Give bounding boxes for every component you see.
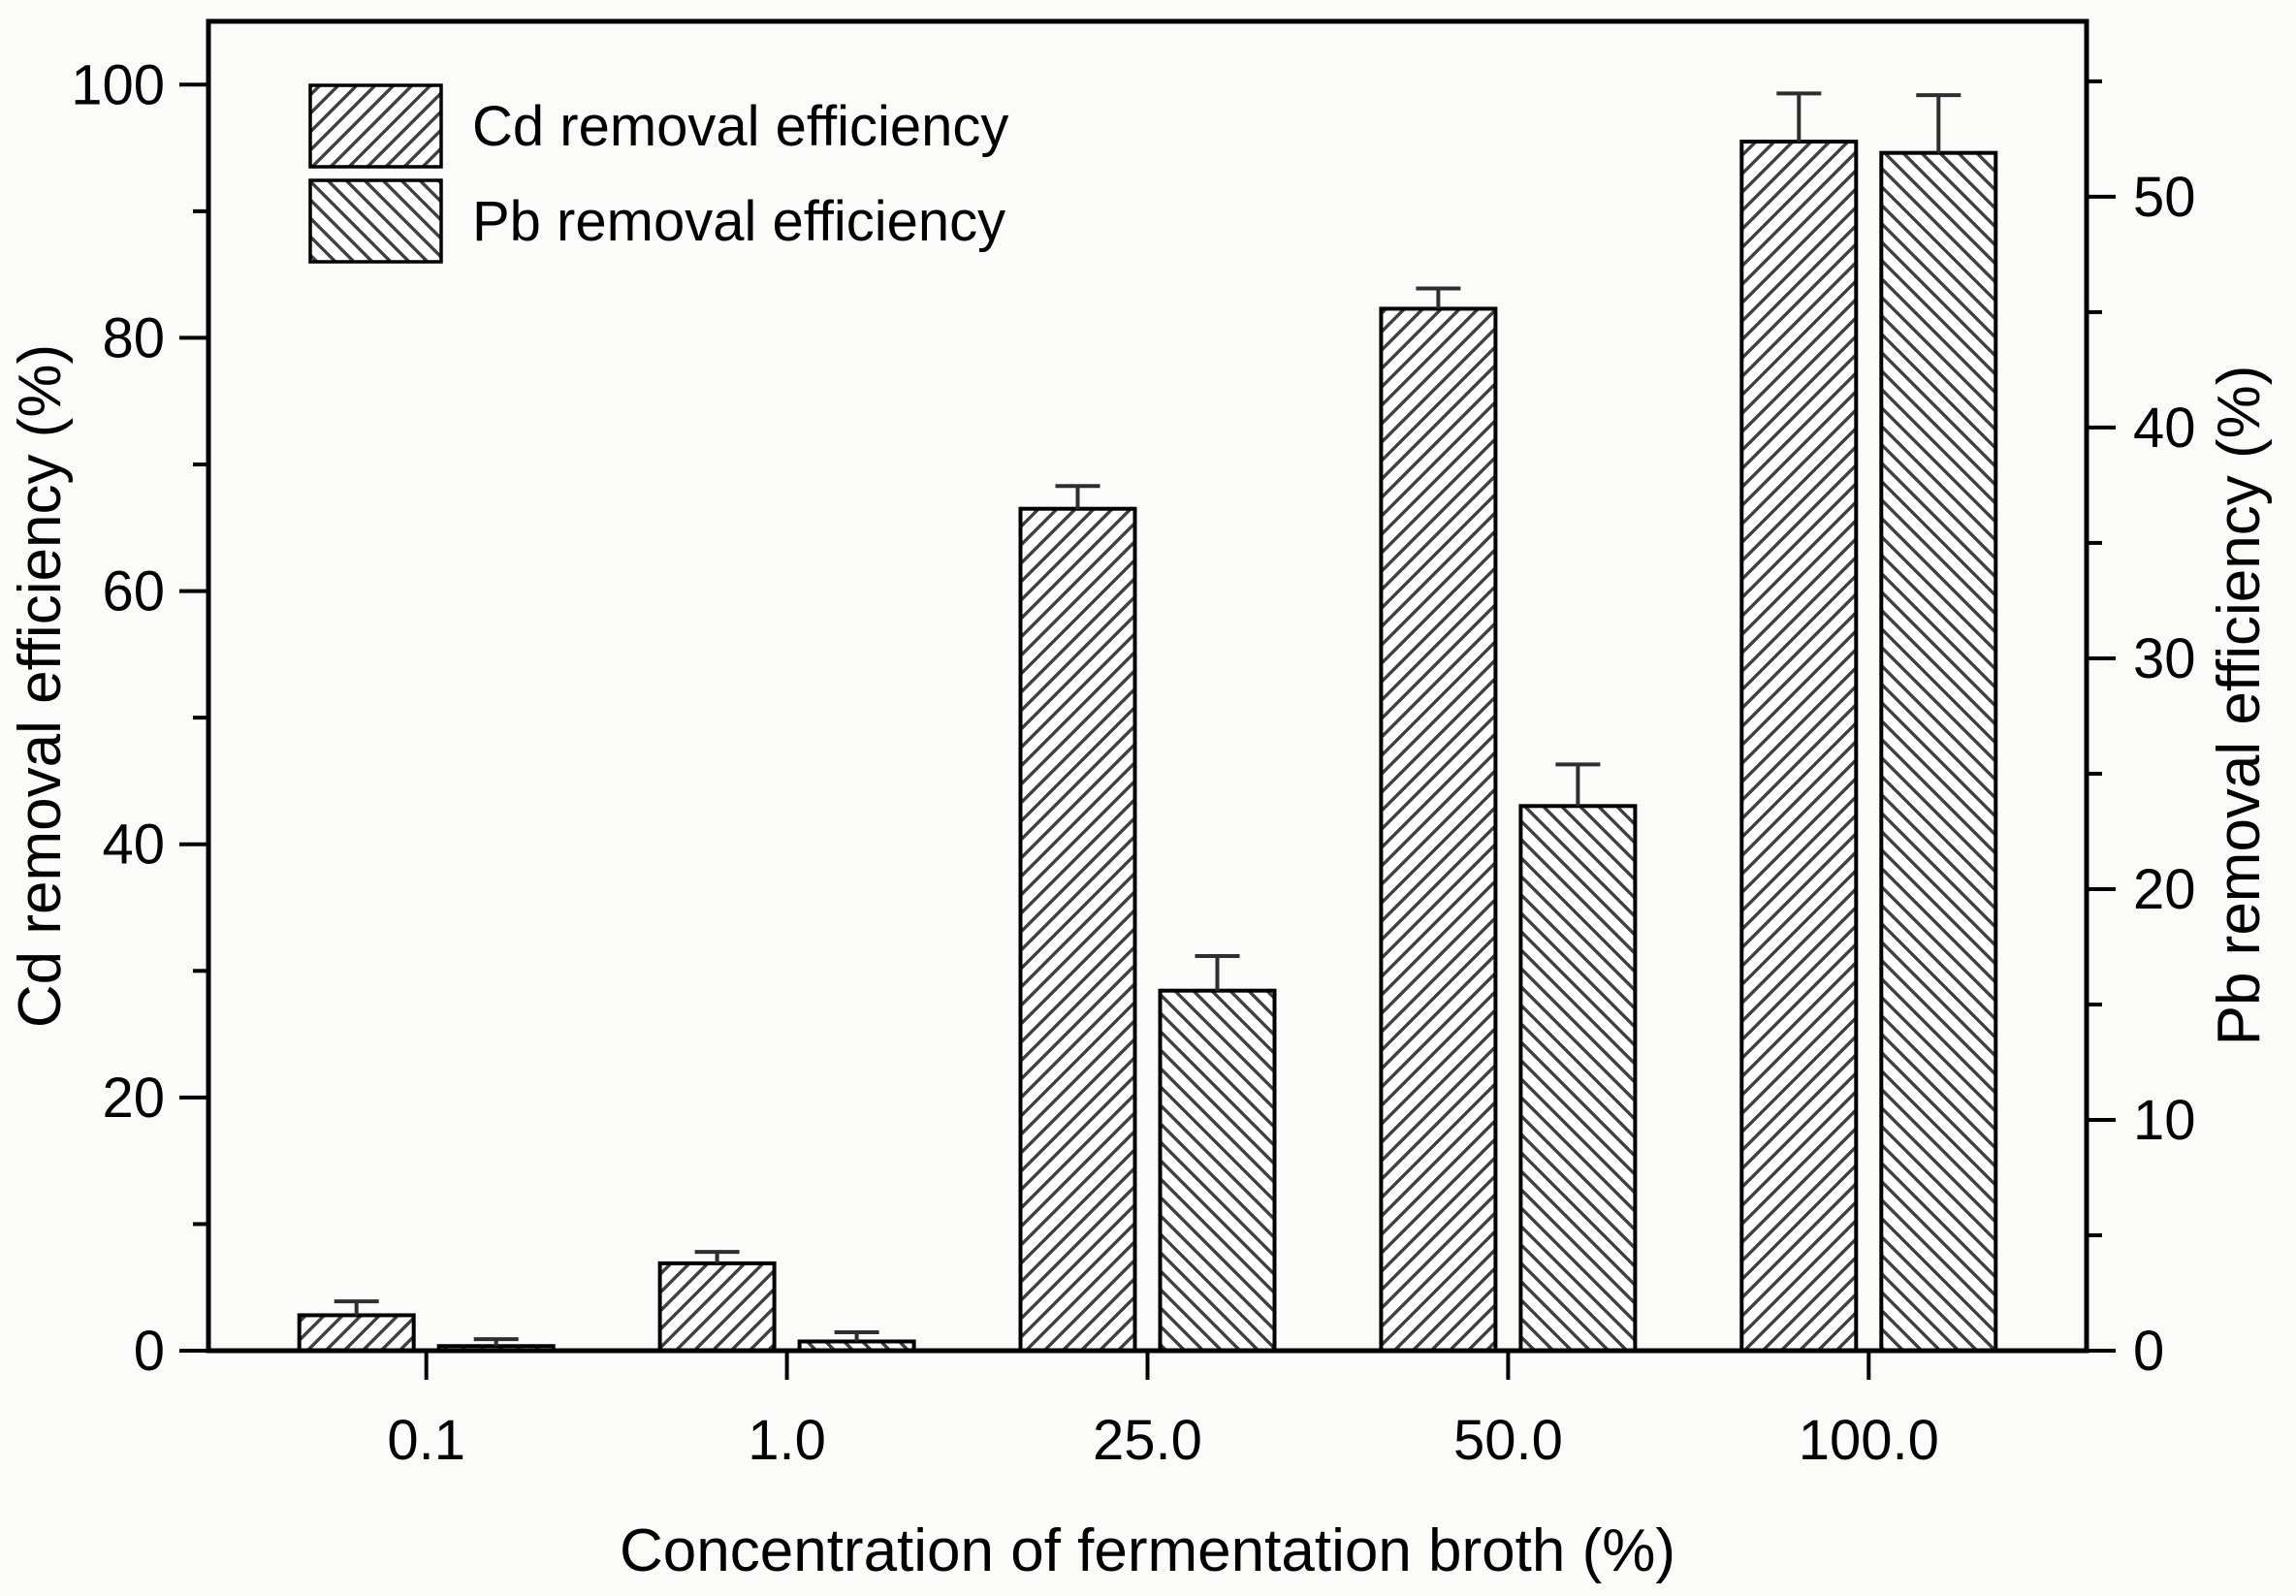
error-bar-cd-0.1 xyxy=(334,1299,379,1316)
legend-swatch-cd-icon xyxy=(308,83,443,169)
bar-pb-50.0 xyxy=(1518,804,1638,1353)
x-tick-label-0.1: 0.1 xyxy=(387,1409,465,1472)
legend-label-cd: Cd removal efficiency xyxy=(472,95,1008,158)
right-tick-label-20: 20 xyxy=(2133,858,2196,921)
error-bar-pb-50.0 xyxy=(1555,762,1601,807)
right-tick-label-0: 0 xyxy=(2133,1320,2164,1383)
right-tick-label-50: 50 xyxy=(2133,166,2196,229)
error-bar-pb-100.0 xyxy=(1916,93,1961,153)
x-tick-label-50.0: 50.0 xyxy=(1453,1409,1563,1472)
right-tick-label-40: 40 xyxy=(2133,397,2196,460)
error-bar-cd-50.0 xyxy=(1416,286,1461,309)
bar-pb-100.0 xyxy=(1879,150,1998,1353)
left-tick-label-20: 20 xyxy=(102,1067,165,1130)
bar-pb-25.0 xyxy=(1158,988,1277,1353)
right-tick-label-10: 10 xyxy=(2133,1089,2196,1152)
right-axis-title: Pb removal efficiency (%) xyxy=(2206,366,2273,1046)
right-tick-label-30: 30 xyxy=(2133,627,2196,690)
bar-cd-0.1 xyxy=(297,1313,416,1353)
bar-cd-25.0 xyxy=(1018,506,1137,1353)
left-tick-label-60: 60 xyxy=(102,560,165,623)
x-tick-label-1.0: 1.0 xyxy=(748,1409,826,1472)
bar-group-cd-0.1 xyxy=(297,1299,416,1353)
bar-cd-50.0 xyxy=(1379,306,1498,1354)
error-bar-cd-25.0 xyxy=(1055,484,1100,509)
error-bar-pb-1.0 xyxy=(834,1329,879,1342)
left-tick-label-80: 80 xyxy=(102,306,165,369)
bar-group-cd-50.0 xyxy=(1379,286,1498,1354)
left-tick-label-40: 40 xyxy=(102,814,165,877)
error-bar-cd-100.0 xyxy=(1776,91,1822,143)
bar-group-cd-25.0 xyxy=(1018,484,1137,1353)
left-tick-label-0: 0 xyxy=(134,1320,165,1383)
bar-cd-1.0 xyxy=(657,1261,777,1354)
error-bar-cd-1.0 xyxy=(694,1250,740,1263)
bar-cd-100.0 xyxy=(1739,140,1859,1354)
legend-swatch-pb-icon xyxy=(308,178,443,264)
left-axis-title: Cd removal efficiency (%) xyxy=(7,344,74,1028)
legend-label-pb: Pb removal efficiency xyxy=(472,190,1005,253)
plot-frame xyxy=(206,18,2089,1354)
bar-group-cd-100.0 xyxy=(1739,91,1859,1354)
x-axis-title: Concentration of fermentation broth (%) xyxy=(620,1517,1675,1584)
bar-group-pb-50.0 xyxy=(1518,762,1638,1353)
bar-group-pb-100.0 xyxy=(1879,93,1998,1353)
bar-group-cd-1.0 xyxy=(657,1250,777,1354)
x-tick-label-100.0: 100.0 xyxy=(1799,1409,1939,1472)
left-tick-label-100: 100 xyxy=(71,53,165,116)
bar-group-pb-25.0 xyxy=(1158,953,1277,1353)
error-bar-pb-0.1 xyxy=(473,1337,519,1347)
error-bar-pb-25.0 xyxy=(1195,953,1240,991)
x-tick-label-25.0: 25.0 xyxy=(1093,1409,1202,1472)
